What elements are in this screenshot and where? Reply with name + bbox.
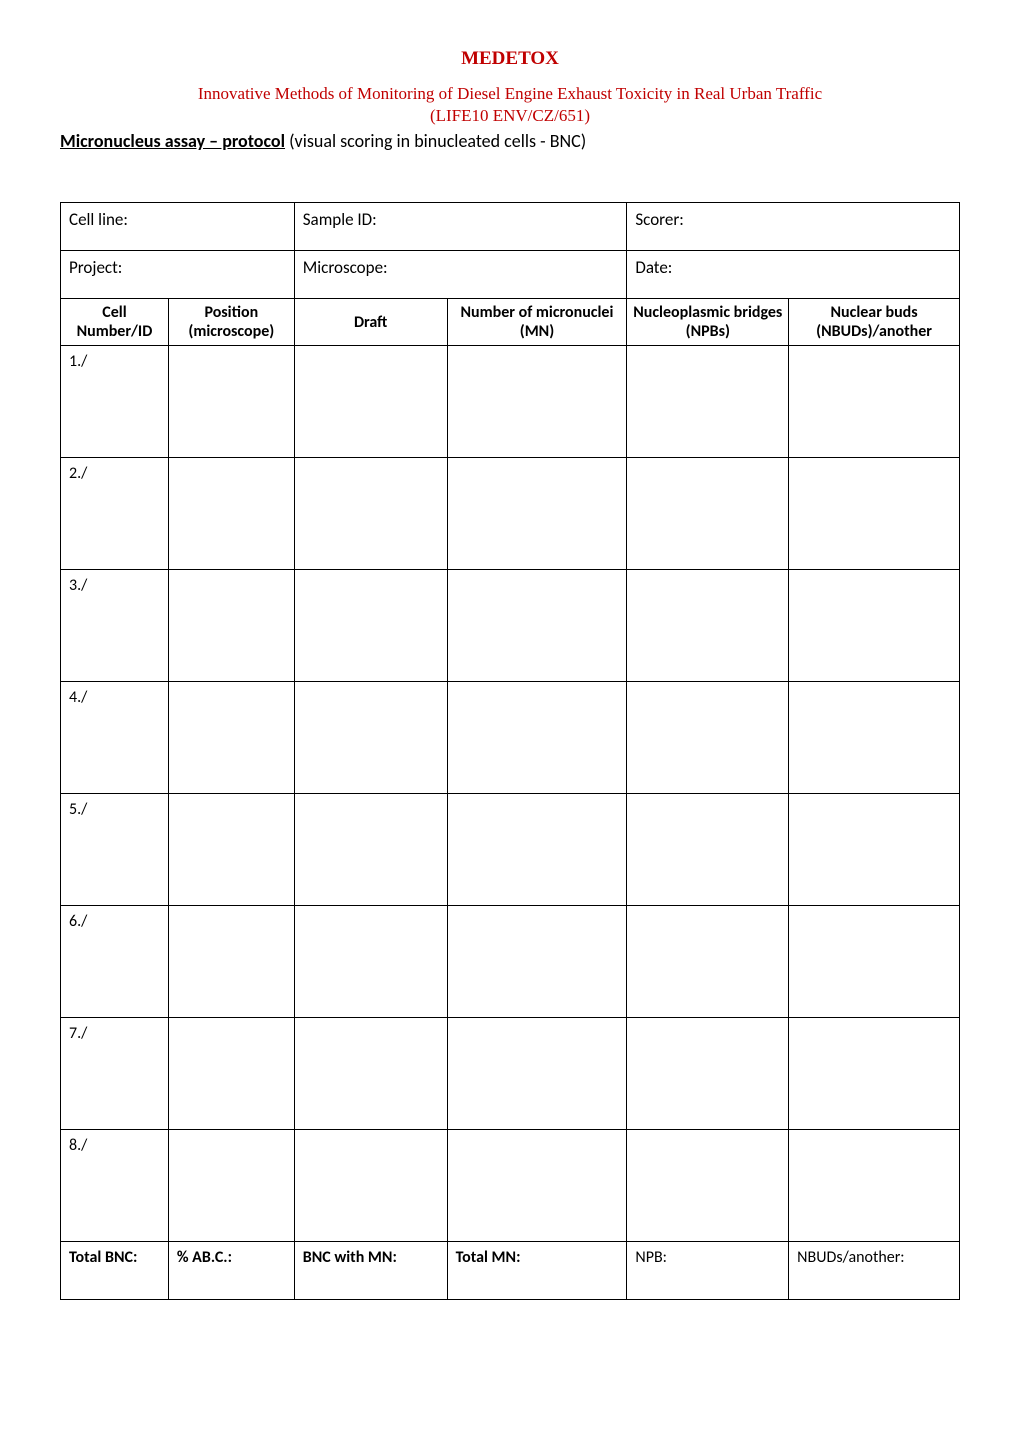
table-row: 3./ <box>61 570 960 682</box>
info-row-2: Project: Microscope: Date: <box>61 251 960 299</box>
doc-subtitle-1: Innovative Methods of Monitoring of Dies… <box>60 84 960 104</box>
totals-row: Total BNC: % AB.C.: BNC with MN: Total M… <box>61 1242 960 1300</box>
row-number: 7./ <box>61 1018 169 1130</box>
protocol-heading-rest: (visual scoring in binucleated cells - B… <box>285 130 586 152</box>
protocol-heading-bold: Micronucleus assay – protocol <box>60 130 285 152</box>
label-scorer: Scorer: <box>627 203 960 251</box>
label-cell-line: Cell line: <box>61 203 295 251</box>
pct-abc-label: % AB.C.: <box>168 1242 294 1300</box>
row-number: 1./ <box>61 346 169 458</box>
total-mn-label: Total MN: <box>447 1242 627 1300</box>
label-date: Date: <box>627 251 960 299</box>
row-number: 6./ <box>61 906 169 1018</box>
table-row: 1./ <box>61 346 960 458</box>
total-bnc-label: Total BNC: <box>61 1242 169 1300</box>
doc-subtitle-2: (LIFE10 ENV/CZ/651) <box>60 106 960 126</box>
col-header-draft: Draft <box>294 299 447 346</box>
row-number: 3./ <box>61 570 169 682</box>
col-header-position: Position (microscope) <box>168 299 294 346</box>
row-number: 2./ <box>61 458 169 570</box>
nbuds-another-label: NBUDs/another: <box>789 1242 960 1300</box>
info-row-1: Cell line: Sample ID: Scorer: <box>61 203 960 251</box>
label-sample-id: Sample ID: <box>294 203 627 251</box>
table-row: 4./ <box>61 682 960 794</box>
row-number: 5./ <box>61 794 169 906</box>
table-row: 8./ <box>61 1130 960 1242</box>
table-row: 6./ <box>61 906 960 1018</box>
protocol-heading: Micronucleus assay – protocol (visual sc… <box>60 130 960 152</box>
col-header-cell-number: Cell Number/ID <box>61 299 169 346</box>
table-row: 5./ <box>61 794 960 906</box>
col-header-micronuclei: Number of micronuclei (MN) <box>447 299 627 346</box>
label-project: Project: <box>61 251 295 299</box>
table-row: 7./ <box>61 1018 960 1130</box>
table-row: 2./ <box>61 458 960 570</box>
doc-title: MEDETOX <box>60 48 960 70</box>
row-number: 4./ <box>61 682 169 794</box>
protocol-table: Cell line: Sample ID: Scorer: Project: M… <box>60 202 960 1300</box>
column-header-row: Cell Number/ID Position (microscope) Dra… <box>61 299 960 346</box>
npb-label: NPB: <box>627 1242 789 1300</box>
col-header-nbuds: Nuclear buds (NBUDs)/another <box>789 299 960 346</box>
col-header-npbs: Nucleoplasmic bridges (NPBs) <box>627 299 789 346</box>
row-number: 8./ <box>61 1130 169 1242</box>
label-microscope: Microscope: <box>294 251 627 299</box>
bnc-with-mn-label: BNC with MN: <box>294 1242 447 1300</box>
